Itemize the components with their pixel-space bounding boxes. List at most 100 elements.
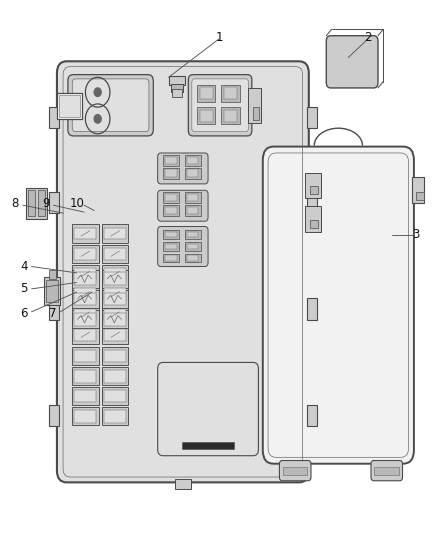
Bar bbox=[165, 255, 177, 261]
Bar bbox=[74, 410, 96, 423]
Bar bbox=[57, 93, 82, 119]
Bar bbox=[72, 387, 99, 405]
FancyBboxPatch shape bbox=[263, 147, 414, 464]
Text: 4: 4 bbox=[20, 260, 28, 273]
Bar bbox=[175, 479, 191, 489]
Bar bbox=[72, 285, 99, 303]
Text: 3: 3 bbox=[413, 228, 420, 241]
Bar bbox=[224, 110, 237, 122]
Bar bbox=[49, 192, 59, 213]
Bar bbox=[187, 255, 198, 261]
Bar bbox=[165, 157, 177, 164]
Bar bbox=[74, 228, 96, 239]
Bar bbox=[165, 207, 177, 214]
Bar bbox=[102, 290, 128, 308]
Bar bbox=[102, 270, 128, 288]
Bar bbox=[163, 168, 179, 179]
Bar bbox=[197, 107, 215, 124]
Bar bbox=[72, 407, 99, 425]
Bar bbox=[72, 326, 99, 344]
Bar bbox=[104, 248, 126, 260]
FancyBboxPatch shape bbox=[371, 461, 403, 481]
Bar bbox=[374, 467, 399, 475]
Bar bbox=[307, 107, 317, 128]
Bar bbox=[102, 367, 128, 385]
Bar bbox=[102, 387, 128, 405]
Bar bbox=[49, 270, 56, 279]
Bar bbox=[74, 329, 96, 341]
Bar bbox=[28, 190, 35, 216]
Bar bbox=[163, 192, 179, 203]
Bar bbox=[74, 293, 96, 305]
Bar bbox=[74, 350, 96, 362]
Bar bbox=[221, 107, 240, 124]
Bar bbox=[72, 265, 99, 283]
FancyBboxPatch shape bbox=[158, 227, 208, 266]
Bar bbox=[72, 305, 99, 324]
Bar bbox=[104, 228, 126, 239]
Bar bbox=[74, 313, 96, 326]
Bar bbox=[104, 329, 126, 341]
Text: 9: 9 bbox=[42, 197, 50, 210]
Bar bbox=[185, 230, 201, 239]
Circle shape bbox=[94, 115, 101, 123]
Bar bbox=[163, 205, 179, 216]
Bar bbox=[72, 347, 99, 365]
Bar bbox=[185, 155, 201, 166]
Bar bbox=[185, 192, 201, 203]
Bar bbox=[169, 76, 185, 85]
Bar bbox=[72, 367, 99, 385]
Text: 7: 7 bbox=[49, 307, 57, 320]
Bar bbox=[104, 293, 126, 305]
Bar bbox=[283, 467, 307, 475]
Bar bbox=[187, 207, 198, 214]
Bar bbox=[305, 173, 321, 198]
Bar bbox=[307, 192, 317, 213]
Bar bbox=[224, 87, 237, 99]
Bar bbox=[49, 107, 59, 128]
Bar bbox=[165, 194, 177, 201]
Bar bbox=[416, 192, 424, 200]
FancyBboxPatch shape bbox=[57, 61, 309, 482]
Bar bbox=[187, 194, 198, 201]
Bar bbox=[74, 370, 96, 383]
Bar bbox=[187, 232, 198, 237]
Bar bbox=[187, 169, 198, 177]
Bar bbox=[165, 232, 177, 237]
Bar bbox=[102, 245, 128, 263]
Bar bbox=[49, 405, 59, 426]
Bar bbox=[307, 405, 317, 426]
Bar bbox=[74, 268, 96, 280]
Bar bbox=[163, 230, 179, 239]
Bar bbox=[305, 206, 321, 232]
Bar bbox=[74, 272, 96, 285]
Circle shape bbox=[94, 88, 101, 96]
Bar bbox=[26, 188, 47, 219]
Bar bbox=[104, 390, 126, 402]
Bar bbox=[102, 407, 128, 425]
Bar bbox=[102, 265, 128, 283]
FancyBboxPatch shape bbox=[279, 461, 311, 481]
Bar bbox=[102, 285, 128, 303]
Bar bbox=[163, 155, 179, 166]
FancyBboxPatch shape bbox=[326, 36, 378, 88]
Bar bbox=[310, 220, 318, 228]
Bar bbox=[165, 244, 177, 249]
Bar bbox=[104, 272, 126, 285]
Text: 8: 8 bbox=[12, 197, 19, 210]
Bar bbox=[102, 326, 128, 344]
Bar bbox=[412, 177, 424, 203]
Bar bbox=[74, 390, 96, 402]
Bar bbox=[102, 305, 128, 324]
Bar bbox=[104, 410, 126, 423]
Bar bbox=[72, 224, 99, 243]
Bar bbox=[38, 190, 45, 216]
FancyBboxPatch shape bbox=[192, 79, 248, 132]
Bar bbox=[187, 244, 198, 249]
Bar bbox=[72, 270, 99, 288]
Bar bbox=[72, 290, 99, 308]
Bar bbox=[74, 248, 96, 260]
Text: 2: 2 bbox=[364, 31, 372, 44]
Text: 5: 5 bbox=[21, 282, 28, 295]
Bar bbox=[200, 87, 213, 99]
